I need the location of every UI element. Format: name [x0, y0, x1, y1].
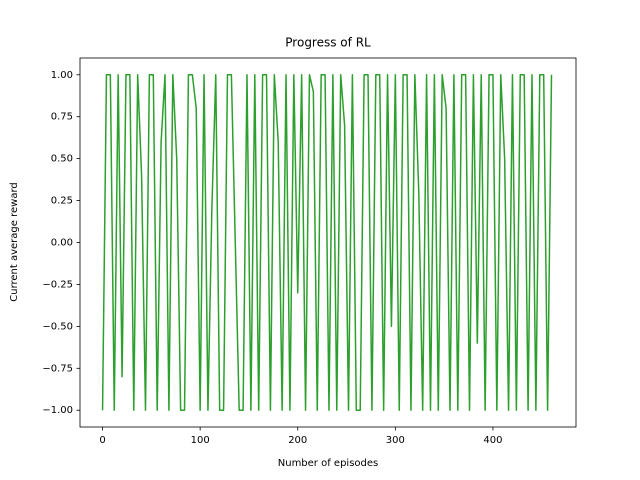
y-tick-label: 1.00	[51, 70, 73, 81]
x-tick-label: 400	[483, 435, 502, 446]
x-tick-label: 300	[386, 435, 405, 446]
y-tick-label: 0.25	[51, 196, 73, 207]
y-tick-label: −1.00	[42, 405, 73, 416]
x-axis-label: Number of episodes	[278, 458, 378, 469]
y-tick-label: −0.50	[42, 321, 73, 332]
x-tick-label: 100	[191, 435, 210, 446]
y-tick-label: 0.00	[51, 238, 73, 249]
y-axis-label: Current average reward	[9, 182, 20, 302]
x-tick-label: 0	[99, 435, 105, 446]
y-tick-label: −0.75	[42, 363, 73, 374]
y-tick-label: 0.50	[51, 154, 73, 165]
plot-frame	[79, 57, 577, 428]
chart-title: Progress of RL	[285, 36, 371, 50]
y-tick-label: 0.75	[51, 112, 73, 123]
y-tick-label: −0.25	[42, 279, 73, 290]
series-line	[101, 74, 553, 411]
x-tick-label: 200	[288, 435, 307, 446]
